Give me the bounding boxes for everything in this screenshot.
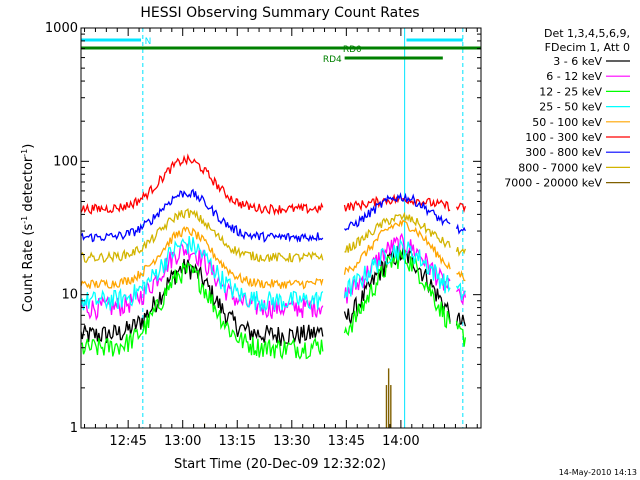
x-tick-label: 13:30: [273, 434, 310, 449]
x-tick-label: 13:00: [164, 434, 201, 449]
x-tick-label: 14:00: [382, 434, 419, 449]
chart-title: HESSI Observing Summary Count Rates: [140, 5, 419, 21]
x-tick-label: 13:15: [219, 434, 256, 449]
legend-label: 25 - 50 keV: [539, 101, 602, 114]
series-line-7: [80, 207, 467, 264]
legend-label: 7000 - 20000 keV: [504, 177, 602, 190]
x-tick-label: 12:45: [109, 434, 146, 449]
series-line-2: [80, 249, 467, 360]
y-tick-label: 100: [53, 154, 78, 169]
series-line-6: [80, 188, 466, 244]
flag-label-rd0: RD0: [343, 45, 362, 55]
x-tick-label: 13:45: [328, 434, 365, 449]
legend-label: 50 - 100 keV: [532, 116, 602, 129]
y-tick-label: 1000: [45, 21, 78, 36]
legend-label: 6 - 12 keV: [546, 70, 602, 83]
series-line-0: [80, 245, 467, 347]
flag-label-rd4: RD4: [323, 55, 342, 65]
legend-header-line-1: Det 1,3,4,5,6,9,: [544, 27, 630, 40]
y-axis-label: Count Rate (s-1 detector-1): [20, 144, 36, 313]
legend-label: 800 - 7000 keV: [518, 161, 602, 174]
flag-label-n: N: [145, 37, 152, 47]
legend-label: 3 - 6 keV: [553, 55, 602, 68]
x-axis-label: Start Time (20-Dec-09 12:32:02): [174, 457, 386, 472]
timestamp: 14-May-2010 14:13: [559, 468, 637, 477]
plot-frame: [80, 27, 482, 429]
legend-label: 300 - 800 keV: [525, 146, 602, 159]
legend-header-line-2: FDecim 1, Att 0: [545, 41, 630, 54]
legend-label: 100 - 300 keV: [525, 131, 602, 144]
y-tick-label: 1: [70, 421, 78, 436]
y-tick-label: 10: [61, 288, 78, 303]
series-line-4: [80, 219, 466, 290]
series-line-5: [80, 153, 467, 216]
series-line-3: [80, 236, 467, 312]
legend-label: 12 - 25 keV: [539, 85, 602, 98]
